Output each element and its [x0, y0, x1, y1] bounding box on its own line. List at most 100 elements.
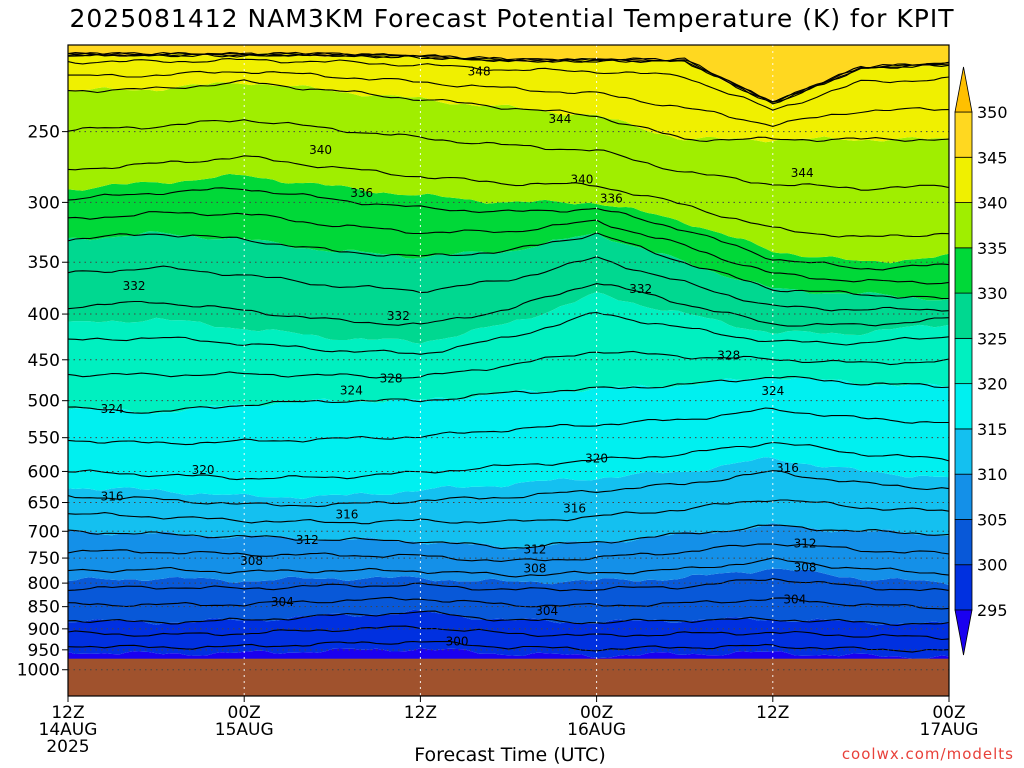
contour-label: 316	[563, 501, 586, 515]
credit-link[interactable]: coolwx.com/modelts	[841, 745, 1014, 763]
colorbar-label: 315	[977, 420, 1008, 439]
colorbar-segment	[954, 383, 973, 430]
x-axis-label: Forecast Time (UTC)	[414, 744, 606, 766]
contour-line	[68, 119, 949, 191]
y-tick-label: 750	[28, 549, 60, 569]
contour-line	[68, 543, 949, 562]
colorbar-segment	[954, 202, 973, 249]
colorbar-label: 340	[977, 194, 1008, 213]
y-tick-label: 400	[28, 305, 60, 325]
contour-line	[68, 524, 949, 550]
contour-label: 312	[296, 533, 319, 547]
contour-label: 304	[271, 595, 294, 609]
fill-band	[68, 609, 949, 659]
y-tick-label: 500	[28, 392, 60, 412]
y-tick-label: 300	[28, 193, 60, 213]
x-tick-label: 17AUG	[920, 720, 979, 740]
contour-line	[68, 578, 949, 592]
chart-title: 2025081412 NAM3KM Forecast Potential Tem…	[69, 4, 955, 33]
contour-label: 308	[240, 554, 263, 568]
contour-line	[68, 311, 949, 355]
contour-label: 304	[783, 593, 806, 607]
contour-label: 312	[794, 536, 817, 550]
ground-surface	[68, 658, 949, 696]
y-tick-label: 950	[28, 641, 60, 661]
contour-label: 324	[340, 383, 363, 397]
colorbar-segment	[954, 111, 973, 158]
colorbar-label: 300	[977, 556, 1008, 575]
y-tick-label: 650	[28, 494, 60, 514]
contour-label: 320	[585, 451, 608, 465]
colorbar-extend-max	[954, 66, 973, 113]
y-tick-label: 1000	[17, 661, 60, 681]
x-tick-label: 00Z	[580, 703, 613, 723]
contour-line	[68, 625, 949, 641]
contour-line	[68, 79, 949, 143]
contour-label: 348	[468, 64, 491, 78]
colorbar-label: 350	[977, 103, 1008, 122]
x-tick-label: 00Z	[228, 703, 261, 723]
colorbar-label: 295	[977, 601, 1008, 620]
colorbar-segment	[954, 156, 973, 203]
colorbar-segment	[954, 247, 973, 294]
contour-label: 344	[548, 112, 571, 126]
contour-line	[68, 70, 949, 127]
x-tick-label: 2025	[46, 737, 89, 757]
contour-label: 332	[123, 279, 146, 293]
contour-label: 328	[380, 371, 403, 385]
y-tick-label: 800	[28, 574, 60, 594]
colorbar-label: 330	[977, 284, 1008, 303]
contour-label: 328	[717, 348, 740, 362]
plot-frame	[67, 44, 950, 697]
fill-band	[68, 52, 949, 143]
contour-label: 316	[101, 490, 124, 504]
colorbar: 295 300 305 310 315 320 325 330 335 340 345 350	[954, 66, 1008, 656]
contour-label: 316	[336, 507, 359, 521]
contour-line	[68, 557, 949, 578]
contour-label: 308	[794, 560, 817, 574]
x-tick-label: 12Z	[756, 703, 789, 723]
contour-label: 324	[101, 402, 124, 416]
fill-band	[68, 457, 949, 550]
contour-line	[68, 51, 949, 105]
x-tick-label: 12Z	[51, 703, 84, 723]
contour-line	[68, 375, 949, 414]
contour-line	[68, 350, 949, 379]
grid-lines	[68, 45, 949, 696]
colorbar-segment	[954, 519, 973, 566]
colorbar-extend-min	[954, 609, 973, 656]
contour-label: 332	[387, 309, 410, 323]
contour-label: 332	[629, 282, 652, 296]
contour-line	[68, 470, 949, 508]
contour-label: 324	[761, 384, 784, 398]
y-tick-label: 450	[28, 351, 60, 371]
contour-label: 304	[535, 604, 558, 618]
contour-line	[68, 596, 949, 610]
colorbar-label: 335	[977, 239, 1008, 258]
contour-line	[68, 232, 949, 300]
contour-label: 344	[791, 166, 814, 180]
contour-label: 300	[446, 635, 469, 649]
colorbar-segment	[954, 428, 973, 475]
y-tick-label: 850	[28, 598, 60, 618]
contour-line	[68, 283, 949, 327]
y-tick-label: 900	[28, 620, 60, 640]
y-tick-label: 350	[28, 253, 60, 273]
fill-band	[68, 231, 949, 344]
y-tick-label: 600	[28, 462, 60, 482]
contour-line	[68, 441, 949, 481]
x-tick-label: 00Z	[932, 703, 965, 723]
contour-line	[68, 58, 949, 111]
contour-line	[68, 610, 949, 627]
contour-label: 320	[192, 463, 215, 477]
contour-label: 316	[776, 461, 799, 475]
isotherm-contours	[68, 51, 949, 653]
x-tick-label: 14AUG	[39, 720, 98, 740]
colorbar-segment	[954, 473, 973, 520]
x-tick-label: 16AUG	[567, 720, 626, 740]
fill-band	[68, 45, 949, 102]
y-tick-label: 700	[28, 522, 60, 542]
y-axis-pressure: 2503003504004505005506006507007508008509…	[17, 123, 68, 681]
